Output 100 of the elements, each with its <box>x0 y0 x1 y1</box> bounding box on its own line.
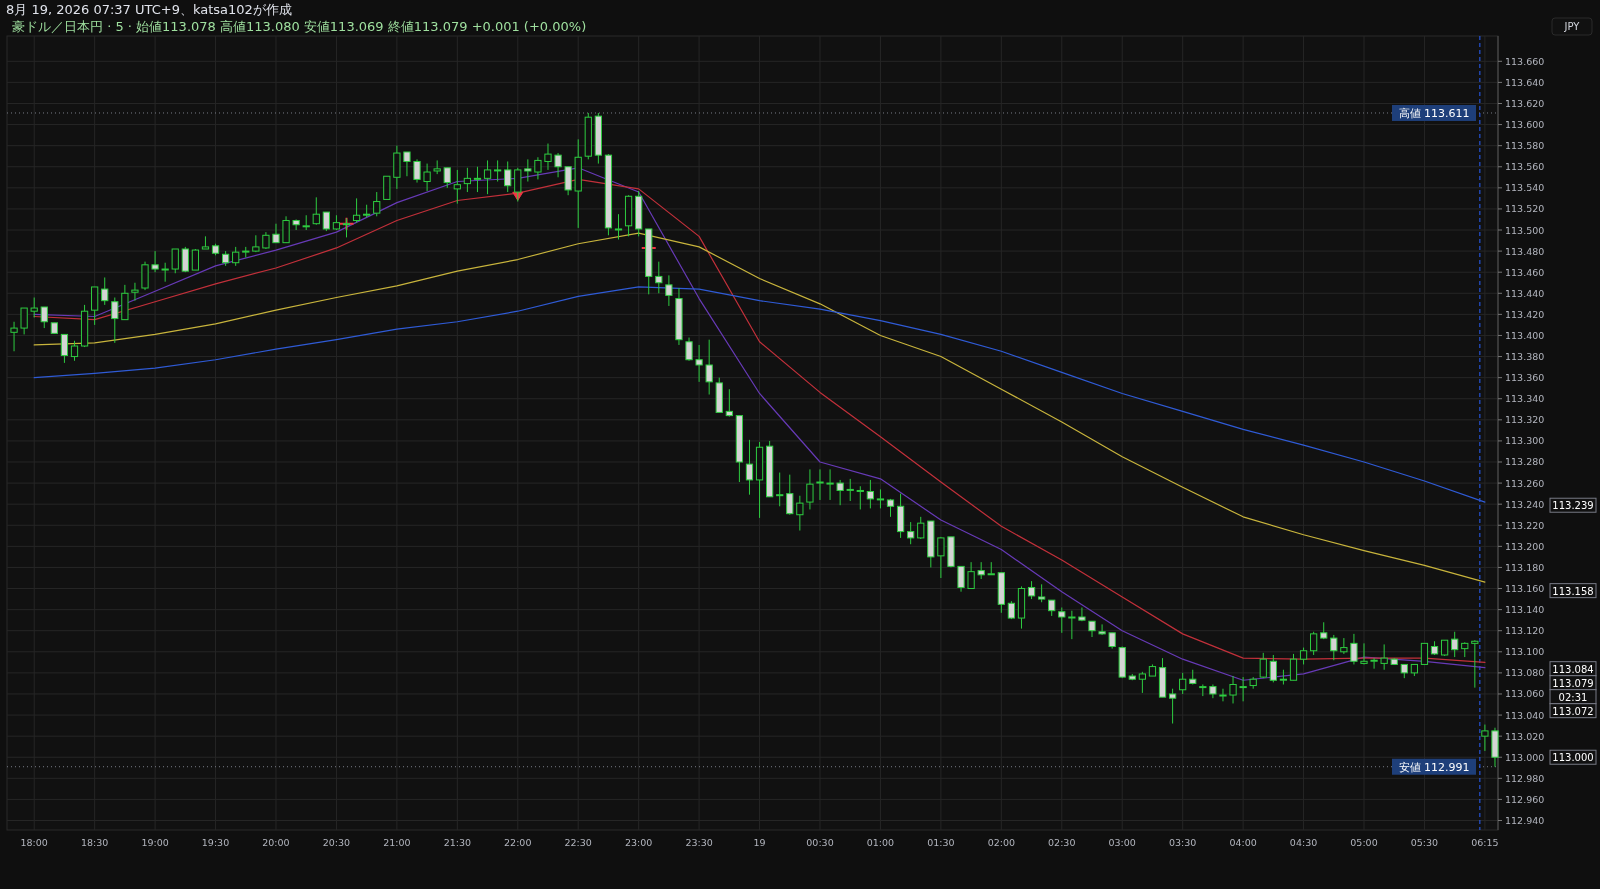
x-tick-label: 23:00 <box>624 837 653 848</box>
candlestick <box>443 167 451 189</box>
candlestick <box>161 262 169 283</box>
y-tick-label: 113.300 <box>1505 435 1545 447</box>
x-tick-label: 04:00 <box>1229 837 1257 848</box>
candlestick <box>816 468 824 501</box>
candlestick <box>232 246 240 267</box>
candlestick <box>1269 654 1277 683</box>
candlestick <box>1471 639 1479 689</box>
candlestick <box>1370 657 1378 670</box>
x-tick-label: 19:00 <box>141 837 169 848</box>
x-tick-label: 21:00 <box>383 837 411 848</box>
candlestick <box>1420 642 1429 665</box>
candlestick <box>534 156 542 180</box>
candlestick <box>937 536 945 579</box>
candlestick <box>544 143 552 171</box>
x-tick-label: 19 <box>753 837 766 848</box>
candlestick <box>20 307 28 335</box>
candlestick <box>1179 672 1187 695</box>
y-tick-label: 113.220 <box>1505 519 1545 531</box>
candlestick <box>1229 675 1237 704</box>
y-tick-label: 113.320 <box>1505 414 1545 426</box>
y-tick-label: 112.940 <box>1505 815 1545 827</box>
candlestick <box>272 223 280 244</box>
y-tick-label: 113.200 <box>1505 540 1545 552</box>
candlestick <box>685 337 693 362</box>
candlestick <box>312 196 320 226</box>
candlestick <box>1340 637 1348 655</box>
candlestick <box>504 160 512 193</box>
candlestick <box>181 246 189 273</box>
candlestick <box>1078 607 1086 622</box>
candlestick <box>1068 610 1076 640</box>
x-tick-label: 20:00 <box>262 837 290 848</box>
candlestick <box>554 152 562 178</box>
y-tick-label: 113.120 <box>1505 625 1545 637</box>
y-tick-label: 113.440 <box>1505 287 1545 299</box>
y-tick-label: 113.400 <box>1505 329 1545 341</box>
x-tick-label: 04:30 <box>1289 837 1318 848</box>
x-tick-label: 03:30 <box>1168 837 1197 848</box>
candlestick <box>745 439 754 496</box>
x-tick-label: 03:00 <box>1108 837 1136 848</box>
x-tick-label: 00:30 <box>806 837 834 848</box>
candlestick <box>1239 676 1247 702</box>
candlestick <box>1259 652 1267 679</box>
annotations: 113.239 113.158 113.084 113.079 02:31 113.072 113.000 <box>1549 497 1597 765</box>
y-tick-label: 113.180 <box>1505 561 1545 573</box>
ref-line-label: 安値 112.991 <box>1398 760 1470 774</box>
y-tick-label: 113.160 <box>1505 583 1545 595</box>
candlestick <box>665 274 673 307</box>
x-tick-label: 22:30 <box>564 837 592 848</box>
y-tick-label: 113.520 <box>1505 203 1545 215</box>
candlestick <box>10 321 18 352</box>
candlestick <box>111 297 119 344</box>
candlestick <box>876 488 885 509</box>
x-tick-label: 02:30 <box>1048 837 1076 848</box>
candlestick <box>191 248 200 271</box>
candlestick <box>1481 724 1489 752</box>
candlestick <box>786 474 794 516</box>
y-tick-label: 113.140 <box>1505 604 1545 616</box>
candlestick <box>1310 631 1318 656</box>
x-tick-label: 18:00 <box>20 837 48 848</box>
candlestick <box>322 211 330 232</box>
y-tick-label: 113.340 <box>1505 393 1545 405</box>
x-tick-label: 23:30 <box>685 837 713 848</box>
candlestick <box>40 306 48 329</box>
y-tick-label: 113.460 <box>1505 266 1545 278</box>
y-axis-title: JPY <box>1563 21 1581 32</box>
candlestick <box>856 485 864 510</box>
candlestick <box>866 479 874 509</box>
chart-subtitle: 豪ドル／日本円 · 5 · 始値113.078 高値113.080 安値113.069 終値113.079 +0.001 (+0.00%) <box>12 19 587 34</box>
x-tick-label: 18:30 <box>80 837 109 848</box>
candlestick <box>282 215 290 244</box>
candlestick <box>352 197 361 224</box>
candlestick <box>423 163 431 192</box>
x-tick-label: 05:30 <box>1410 837 1439 848</box>
candlestick <box>91 286 99 326</box>
ref-line-label: 高値 113.611 <box>1398 106 1470 120</box>
candlestick <box>1451 631 1459 658</box>
candlestick <box>1219 688 1227 702</box>
candlestick <box>1058 607 1066 634</box>
y-tick-label: 113.560 <box>1505 161 1545 173</box>
y-tick-label: 113.660 <box>1505 55 1545 67</box>
x-tick-label: 19:30 <box>201 837 230 848</box>
candlestick <box>1350 633 1358 665</box>
candlestick <box>383 175 391 200</box>
y-tick-label: 112.960 <box>1505 793 1545 805</box>
y-tick-label: 113.580 <box>1505 140 1545 152</box>
candlestick <box>524 158 532 183</box>
y-tick-label: 113.240 <box>1505 498 1545 510</box>
chart-title: 8月 19, 2026 07:37 UTC+9、katsa102が作成 <box>6 2 292 17</box>
candlestick <box>846 478 854 502</box>
candlestick <box>60 333 69 364</box>
y-tick-label: 113.540 <box>1505 182 1545 194</box>
candlestick <box>463 167 472 193</box>
candlestick <box>373 191 381 217</box>
candlestick <box>917 516 925 540</box>
candlestick <box>30 297 38 319</box>
candlestick <box>1380 643 1388 671</box>
x-tick-label: 05:00 <box>1350 837 1378 848</box>
candlestick <box>907 521 915 545</box>
